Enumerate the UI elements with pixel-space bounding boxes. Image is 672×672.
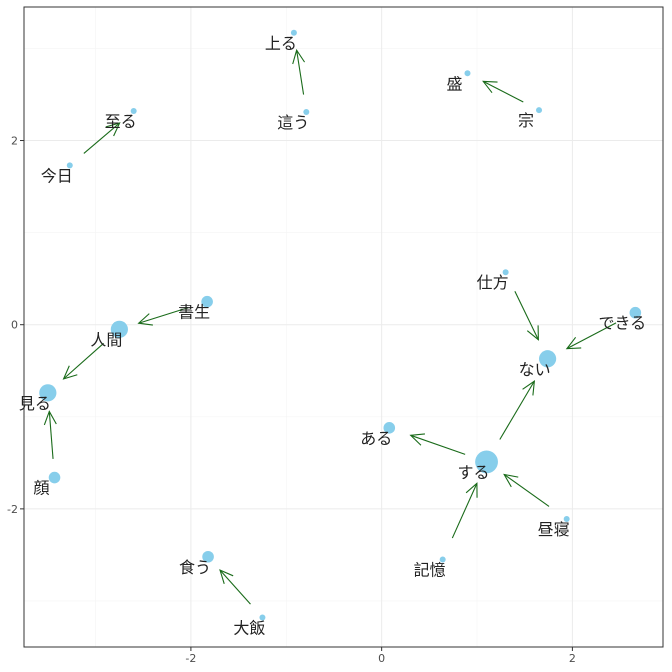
nodes-layer [39, 29, 642, 621]
node-昼寝 [563, 516, 570, 522]
edge-今日-至る [83, 122, 121, 154]
edge-line [451, 483, 478, 539]
node-label-仕方: 仕方 [477, 273, 509, 292]
node-label-宗: 宗 [518, 111, 534, 130]
node-ない [538, 350, 557, 368]
edge-仕方-ない [514, 291, 539, 341]
edge-arrowhead [137, 313, 153, 326]
node-這う [303, 108, 310, 115]
edge-line [503, 474, 550, 507]
edge-arrowhead [219, 569, 234, 584]
node-盛 [464, 70, 471, 77]
node-label-食う: 食う [179, 558, 211, 577]
plot-border [23, 6, 664, 648]
edge-宗-盛 [482, 80, 524, 103]
plot-panel [23, 6, 664, 648]
node-仕方 [502, 269, 509, 276]
node-label-人間: 人間 [90, 330, 122, 349]
node-至る [130, 108, 137, 115]
node-label-見る: 見る [19, 394, 51, 413]
node-記憶 [439, 556, 446, 563]
edge-昼寝-する [503, 473, 550, 507]
node-label-書生: 書生 [178, 303, 210, 322]
node-書生 [201, 295, 213, 308]
node-label-顔: 顔 [34, 479, 50, 498]
edge-する-ある [409, 433, 466, 455]
edge-arrowhead [503, 473, 519, 488]
node-今日 [66, 162, 73, 169]
node-label-記憶: 記憶 [414, 561, 446, 580]
edge-line [482, 80, 524, 103]
edge-arrowhead [526, 325, 539, 341]
edge-line [63, 342, 105, 380]
node-label-大飯: 大飯 [233, 619, 265, 638]
node-見る [39, 384, 57, 402]
edge-できる-ない [565, 322, 617, 350]
x-tick-label: 0 [378, 652, 385, 665]
node-宗 [536, 107, 543, 114]
node-顔 [48, 471, 61, 484]
node-label-する: する [458, 463, 490, 482]
edge-line [83, 122, 120, 154]
node-label-今日: 今日 [41, 166, 73, 185]
edge-arrowhead [565, 336, 582, 350]
node-label-盛: 盛 [446, 74, 462, 93]
edge-line [499, 380, 535, 440]
edge-記憶-する [451, 482, 478, 539]
edge-arrowhead [522, 380, 536, 396]
edge-arrowhead [105, 122, 121, 137]
edge-這う-上る [292, 48, 306, 95]
node-label-できる: できる [598, 314, 646, 333]
edge-arrowhead [465, 482, 478, 498]
y-tick-label: 2 [11, 135, 18, 148]
node-label-昼寝: 昼寝 [538, 520, 570, 539]
node-label-ない: ない [519, 360, 551, 379]
node-label-至る: 至る [105, 112, 137, 131]
y-tick-label: -2 [7, 503, 18, 516]
node-ある [383, 422, 396, 434]
node-上る [290, 29, 297, 36]
edge-line [566, 322, 617, 350]
edge-arrowhead [409, 433, 425, 446]
edge-書生-人間 [137, 307, 188, 326]
edge-人間-見る [62, 342, 105, 380]
node-label-這う: 這う [277, 113, 309, 132]
edge-arrowhead [43, 410, 57, 426]
edge-line [514, 291, 539, 340]
x-tick-label: 2 [569, 652, 576, 665]
edge-line [219, 569, 251, 605]
y-tick-label: 0 [11, 319, 18, 332]
node-できる [629, 306, 642, 319]
grid-lines [24, 7, 663, 647]
edge-arrowhead [482, 80, 498, 94]
node-大飯 [259, 614, 266, 621]
edge-line [138, 307, 188, 324]
x-tick-label: -2 [185, 652, 196, 665]
node-label-上る: 上る [265, 34, 297, 53]
edge-顔-見る [43, 410, 57, 459]
edge-大飯-食う [219, 569, 251, 605]
edge-line [296, 50, 305, 95]
node-食う [202, 550, 214, 563]
edge-arrowhead [62, 365, 78, 380]
edge-line [48, 411, 54, 459]
node-する [475, 450, 498, 474]
node-label-ある: ある [360, 429, 392, 448]
edge-arrowhead [292, 48, 306, 65]
axis-ticks: -2 0 2 -2 0 2 [7, 135, 576, 665]
node-人間 [110, 320, 128, 338]
edges-layer [43, 48, 617, 605]
edge-する-ない [499, 380, 536, 440]
edge-line [410, 434, 466, 455]
